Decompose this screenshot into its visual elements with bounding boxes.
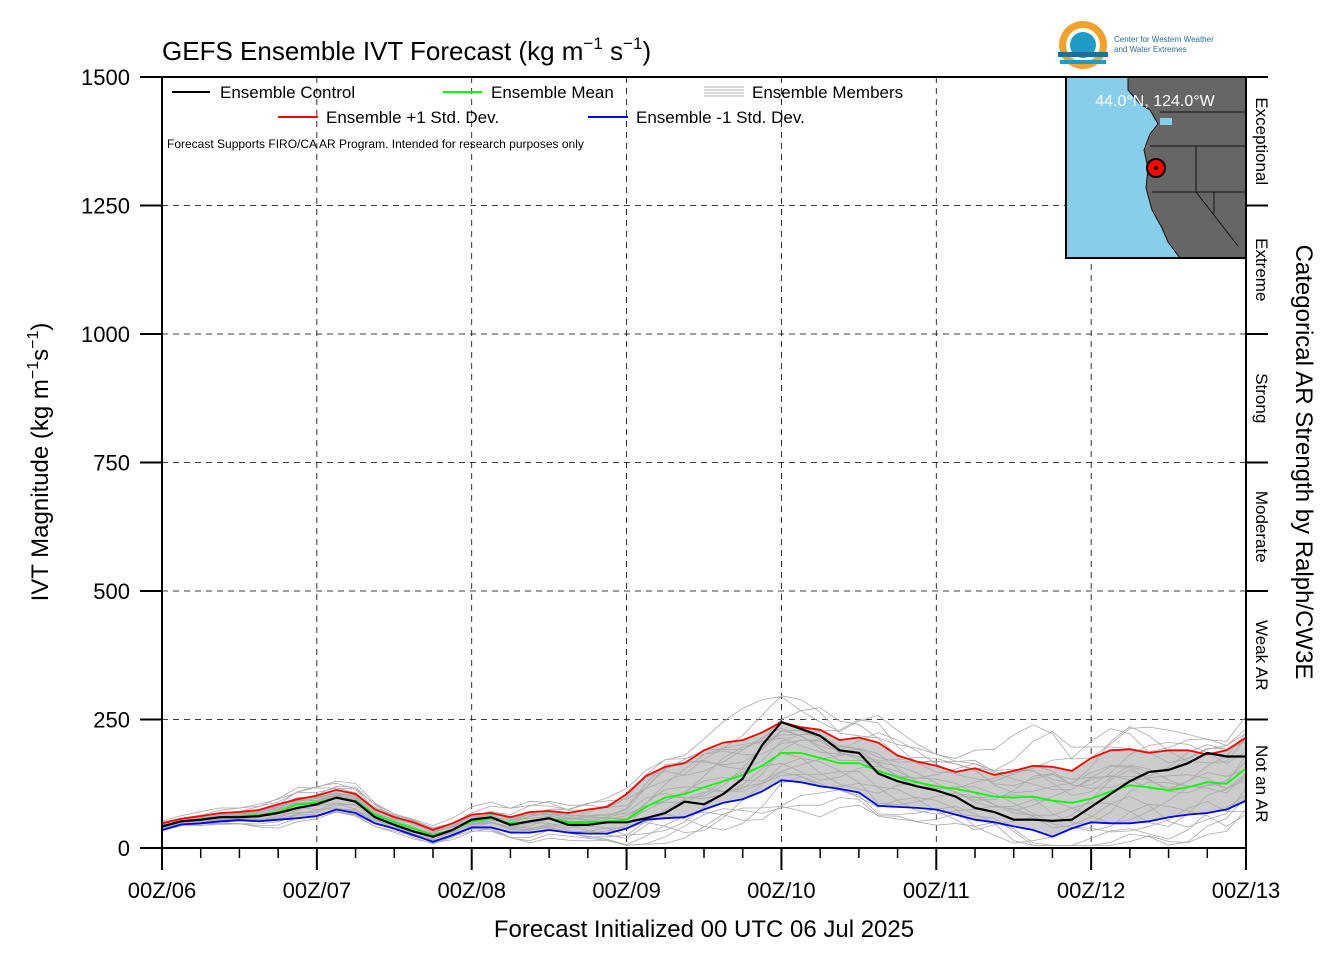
x-tick-label: 00Z/12 (1057, 878, 1126, 903)
y-tick-label: 250 (93, 708, 130, 733)
ensemble-member-line (162, 695, 1246, 829)
x-tick-label: 00Z/11 (903, 878, 970, 903)
y-tick-label: 1250 (81, 194, 130, 219)
category-label: Extreme (1252, 238, 1271, 301)
legend-members-label: Ensemble Members (752, 83, 903, 102)
logo-text-line1: Center for Western Weather (1114, 35, 1214, 44)
ensemble-control-line (162, 720, 1246, 838)
ensemble-members (162, 695, 1246, 846)
inset-location-label: 44.0°N, 124.0°W (1095, 93, 1215, 110)
ensemble-member-line (162, 733, 1246, 831)
x-axis: 00Z/06 00Z/07 00Z/08 00Z/09 00Z/10 00Z/11 00Z/… (128, 848, 1281, 903)
x-tick-label: 00Z/07 (283, 878, 352, 903)
y-tick-label: 0 (118, 836, 130, 861)
logo-text-line2: and Water Extremes (1114, 45, 1187, 54)
x-tick-label: 00Z/10 (747, 878, 816, 903)
y-tick-label: 500 (93, 579, 130, 604)
category-label: Strong (1252, 373, 1271, 423)
legend-control-label: Ensemble Control (220, 83, 355, 102)
std-dev-band (162, 722, 1246, 842)
legend-minus-sd-label: Ensemble -1 Std. Dev. (636, 108, 805, 127)
ensemble-member-line (162, 696, 1246, 827)
right-axis-label: Categorical AR Strength by Ralph/CW3E (1290, 245, 1317, 680)
plus-std-dev-line (162, 721, 1246, 831)
legend-mean-label: Ensemble Mean (491, 83, 614, 102)
ar-category-axis: Not an AR Weak AR Moderate Strong Extreme Exc… (1246, 76, 1271, 823)
y-tick-label: 750 (93, 451, 130, 476)
x-tick-label: 00Z/09 (592, 878, 661, 903)
ensemble-member-line (162, 752, 1246, 838)
x-tick-label: 00Z/08 (437, 878, 506, 903)
x-tick-label: 00Z/06 (128, 878, 197, 903)
legend-members-swatch (704, 86, 744, 97)
category-label: Not an AR (1252, 745, 1271, 823)
category-label: Weak AR (1252, 620, 1271, 691)
y-tick-label: 1500 (81, 65, 130, 90)
x-tick-label: 00Z/13 (1212, 878, 1281, 903)
ensemble-member-line (162, 757, 1246, 839)
y-axis-label: IVT Magnitude (kg m−1s−1) (25, 323, 54, 602)
y-tick-label: 1000 (81, 322, 130, 347)
category-label: Moderate (1252, 491, 1271, 563)
ensemble-member-line (162, 719, 1246, 831)
minus-std-dev-line (162, 779, 1246, 843)
legend: Ensemble Control Ensemble Mean Ensemble … (167, 83, 903, 151)
ensemble-member-line (162, 796, 1246, 846)
y-axis: 0 250 500 750 1000 1250 1500 (81, 65, 162, 861)
category-label: Exceptional (1252, 97, 1271, 185)
ensemble-member-line (162, 729, 1246, 831)
chart-title: GEFS Ensemble IVT Forecast (kg m−1 s−1) (162, 34, 651, 66)
inset-map: 44.0°N, 124.0°W (1065, 76, 1247, 259)
research-note: Forecast Supports FIRO/CA AR Program. In… (167, 137, 584, 151)
ensemble-member-line (162, 727, 1246, 833)
series-lines (162, 720, 1246, 843)
inset-map-state-lines (1150, 111, 1246, 247)
legend-plus-sd-label: Ensemble +1 Std. Dev. (326, 108, 499, 127)
cw3e-logo: Center for Western Weather and Water Ext… (1058, 21, 1214, 69)
x-axis-label: Forecast Initialized 00 UTC 06 Jul 2025 (494, 916, 914, 943)
